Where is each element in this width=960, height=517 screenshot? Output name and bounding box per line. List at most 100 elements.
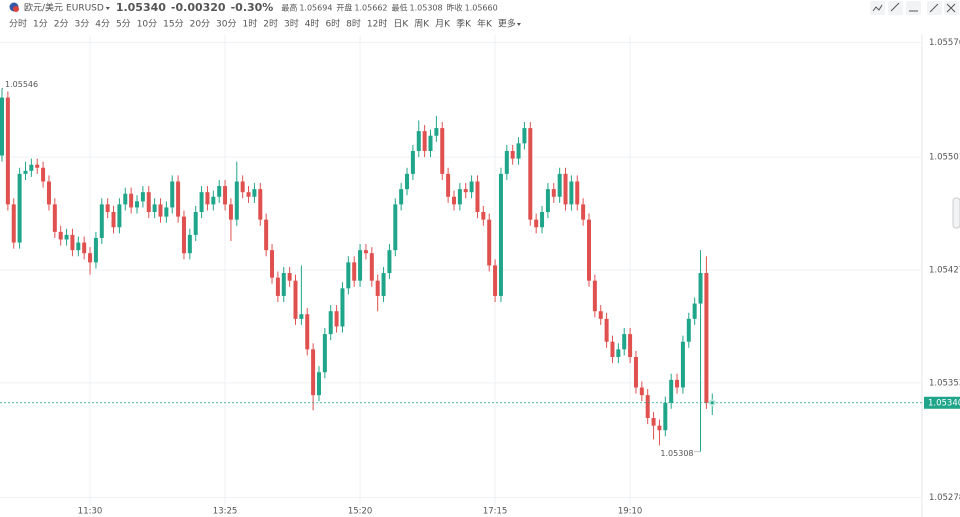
price-change-pct: -0.30%: [231, 1, 274, 14]
candle-body: [540, 212, 545, 228]
candle-body: [305, 314, 310, 350]
candle-body: [399, 189, 404, 205]
candle-body: [111, 212, 116, 228]
candle-body: [610, 341, 615, 357]
stat-label: 昨收: [447, 3, 463, 13]
candle-body: [428, 135, 433, 151]
period-tab[interactable]: 年K: [477, 18, 493, 30]
candle-body: [680, 341, 685, 388]
current-price-tag: [924, 396, 960, 409]
period-tab[interactable]: 4分: [95, 19, 110, 30]
y-tick-label: 1.05278: [929, 493, 960, 503]
candle-body: [645, 395, 650, 419]
x-tick-label: 13:25: [213, 507, 238, 517]
candle-body: [64, 234, 69, 240]
candle-body: [205, 192, 210, 205]
tool-button[interactable]: [906, 1, 921, 15]
candle-body: [598, 311, 603, 319]
candle-body: [463, 189, 468, 193]
candle-body: [639, 387, 644, 396]
candle-body: [651, 418, 656, 426]
period-tab[interactable]: 20分: [190, 19, 210, 30]
candle-body: [405, 173, 410, 190]
side-handle[interactable]: [952, 197, 960, 229]
candle-body: [375, 280, 380, 296]
candle-body: [545, 189, 550, 213]
candle-body: [346, 262, 351, 289]
period-tab[interactable]: 月K: [435, 19, 451, 30]
candle-body: [270, 250, 275, 278]
candle-body: [170, 181, 175, 208]
candle-body: [129, 193, 134, 208]
candle-body: [193, 212, 198, 235]
x-tick-label: 11:30: [78, 507, 103, 517]
candle-body: [5, 97, 10, 205]
period-tab[interactable]: 3分: [74, 19, 89, 30]
period-tab[interactable]: 1分: [33, 19, 48, 30]
y-tick-label: 1.05353: [929, 378, 960, 388]
period-tab[interactable]: 4时: [305, 18, 320, 30]
candle-body: [258, 189, 263, 220]
candle-body: [187, 234, 192, 254]
period-tab[interactable]: 2分: [54, 19, 69, 30]
candle-body: [604, 318, 609, 342]
candle-body: [0, 97, 4, 156]
candle-body: [217, 186, 222, 197]
period-tab[interactable]: 30分: [216, 19, 236, 30]
candle-body: [29, 164, 34, 171]
period-tab[interactable]: 季K: [456, 18, 472, 30]
period-tab[interactable]: 周K: [414, 19, 430, 30]
candle-body: [358, 250, 363, 281]
candle-body: [328, 311, 333, 335]
last-price: 1.05340: [116, 1, 166, 14]
period-tab[interactable]: 8时: [346, 18, 361, 30]
period-tab[interactable]: 5分: [116, 19, 131, 30]
tool-button[interactable]: [888, 1, 903, 15]
candle-body: [581, 204, 586, 220]
candle-body: [575, 181, 580, 205]
candle-body: [363, 250, 368, 254]
current-price-dot: [708, 399, 716, 407]
period-tab[interactable]: 1时: [243, 18, 258, 30]
candle-body: [516, 143, 521, 159]
candle-body: [633, 356, 638, 388]
candle-body: [469, 181, 474, 193]
period-tab[interactable]: 2时: [263, 18, 278, 30]
tool-icon: [872, 2, 956, 13]
period-tab[interactable]: 3时: [284, 18, 299, 30]
candle-body: [299, 314, 304, 319]
period-tab[interactable]: 10分: [137, 19, 157, 30]
period-tab[interactable]: 分时: [9, 18, 27, 30]
flag-icon: [13, 6, 19, 12]
candle-body: [146, 192, 151, 213]
period-tab[interactable]: 更多: [498, 18, 516, 30]
candle-body: [311, 349, 316, 396]
period-tab[interactable]: 日K: [393, 19, 409, 30]
current-price-label: 1.05340: [928, 398, 960, 408]
toolbar[interactable]: [870, 1, 959, 15]
candle-body: [675, 379, 680, 388]
candle-body: [287, 273, 292, 281]
period-tab[interactable]: 12时: [367, 18, 387, 30]
candle-body: [663, 402, 668, 431]
dropdown-arrow: [105, 7, 110, 10]
candle-body: [493, 265, 498, 296]
x-tick-label: 17:15: [483, 507, 508, 517]
candle-body: [522, 128, 527, 144]
candle-body: [557, 173, 562, 197]
candle-body: [481, 212, 486, 220]
candle-body: [176, 181, 181, 217]
period-tab[interactable]: 15分: [163, 19, 183, 30]
period-tab[interactable]: 6时: [325, 18, 340, 30]
stat-value: 1.05662: [354, 4, 387, 13]
candle-body: [592, 280, 597, 312]
candle-body: [569, 181, 574, 205]
candle-body: [457, 189, 462, 205]
stat-label: 开盘: [336, 3, 352, 13]
candle-body: [234, 181, 239, 220]
y-tick-label: 1.05576: [929, 38, 960, 48]
candle-body: [587, 219, 591, 281]
candle-body: [393, 204, 398, 251]
candle-body: [152, 204, 157, 213]
